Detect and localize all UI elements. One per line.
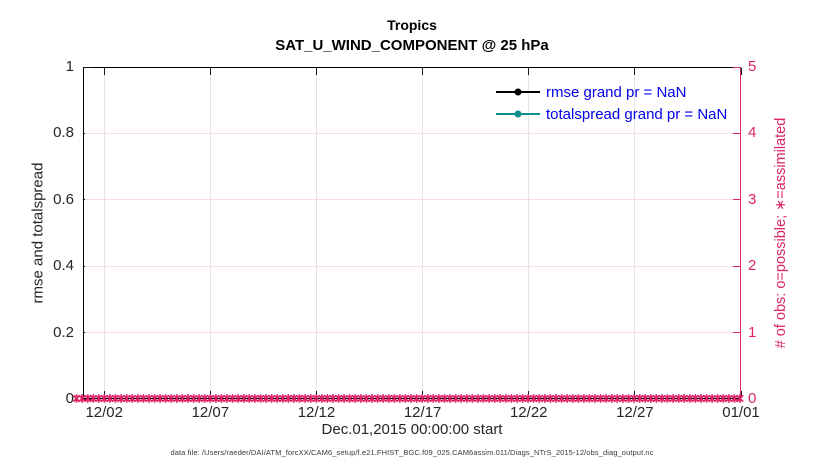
y-tick-label-left: 0 xyxy=(65,390,74,407)
x-tick-mark-top xyxy=(634,68,636,75)
legend-entry: rmse grand pr = NaN xyxy=(496,81,727,103)
y-tick-label-right: 5 xyxy=(748,58,757,75)
legend-marker-dot xyxy=(514,88,522,96)
x-tick-mark-top xyxy=(740,68,742,75)
y-tick-mark-right xyxy=(733,132,740,134)
y-tick-label-right: 4 xyxy=(748,124,757,142)
x-tick-label: 12/12 xyxy=(297,404,336,421)
y-tick-label-left: 0.6 xyxy=(53,190,74,208)
data-file-caption: data file: /Users/raeder/DAI/ATM_forcXX/… xyxy=(170,448,654,457)
gridline-vertical xyxy=(528,68,530,398)
y-tick-label-right: 0 xyxy=(748,390,757,407)
y-tick-label-left: 0.4 xyxy=(53,257,74,275)
legend-line-swatch xyxy=(496,110,540,118)
gridline-vertical xyxy=(209,68,211,398)
legend-label: rmse grand pr = NaN xyxy=(546,83,687,101)
x-tick-label: 12/02 xyxy=(85,404,123,421)
legend-marker-dot xyxy=(514,110,522,118)
y-tick-label-left: 0.2 xyxy=(53,323,74,341)
gridline-vertical xyxy=(103,68,105,398)
legend-label: totalspread grand pr = NaN xyxy=(546,105,728,123)
gridline-horizontal xyxy=(85,132,740,134)
x-tick-mark-bottom xyxy=(315,391,317,398)
x-tick-mark-top xyxy=(315,68,317,75)
x-tick-mark-bottom xyxy=(528,391,530,398)
x-tick-mark-bottom xyxy=(103,391,105,398)
gridline-vertical xyxy=(422,68,424,398)
x-tick-label: 12/27 xyxy=(616,404,654,421)
y-tick-mark-left xyxy=(84,398,91,400)
x-tick-label: 01/01 xyxy=(722,404,760,421)
y-tick-mark-right xyxy=(733,332,740,334)
y-tick-mark-left xyxy=(84,66,91,68)
y-tick-label-left: 0.8 xyxy=(53,124,74,142)
y-tick-label-right: 1 xyxy=(748,323,757,341)
x-tick-label: 12/17 xyxy=(403,404,442,421)
x-tick-label: 12/07 xyxy=(191,404,230,421)
legend-line-swatch xyxy=(496,88,540,96)
legend: rmse grand pr = NaN totalspread grand pr … xyxy=(496,81,727,125)
x-tick-mark-top xyxy=(209,68,211,75)
y-axis-label-left: rmse and totalspread xyxy=(29,162,47,304)
plot-area xyxy=(83,67,741,399)
y-tick-mark-right xyxy=(733,199,740,201)
y-tick-mark-right xyxy=(733,265,740,267)
y-axis-label-right: # of obs: o=possible; ∗=assimilated xyxy=(773,117,789,349)
y-tick-label-right: 2 xyxy=(748,257,757,275)
x-tick-mark-bottom xyxy=(634,391,636,398)
gridline-horizontal xyxy=(85,199,740,201)
chart-title: Tropics xyxy=(387,17,437,33)
y-tick-mark-right xyxy=(733,398,740,400)
x-tick-mark-bottom xyxy=(422,391,424,398)
gridline-vertical xyxy=(315,68,317,398)
chart-subtitle: SAT_U_WIND_COMPONENT @ 25 hPa xyxy=(275,37,549,54)
x-tick-mark-bottom xyxy=(740,391,742,398)
x-tick-mark-bottom xyxy=(209,391,211,398)
y-tick-label-left: 1 xyxy=(65,58,74,75)
y-tick-mark-right xyxy=(733,66,740,68)
x-tick-mark-top xyxy=(528,68,530,75)
x-tick-label: 12/22 xyxy=(509,404,548,421)
y-tick-label-right: 3 xyxy=(748,190,757,208)
x-tick-mark-top xyxy=(103,68,105,75)
gridline-vertical xyxy=(634,68,636,398)
gridline-horizontal xyxy=(85,332,740,334)
gridline-horizontal xyxy=(85,265,740,267)
legend-entry: totalspread grand pr = NaN xyxy=(496,103,727,125)
x-axis-label: Dec.01,2015 00:00:00 start xyxy=(321,421,503,438)
x-tick-mark-top xyxy=(422,68,424,75)
